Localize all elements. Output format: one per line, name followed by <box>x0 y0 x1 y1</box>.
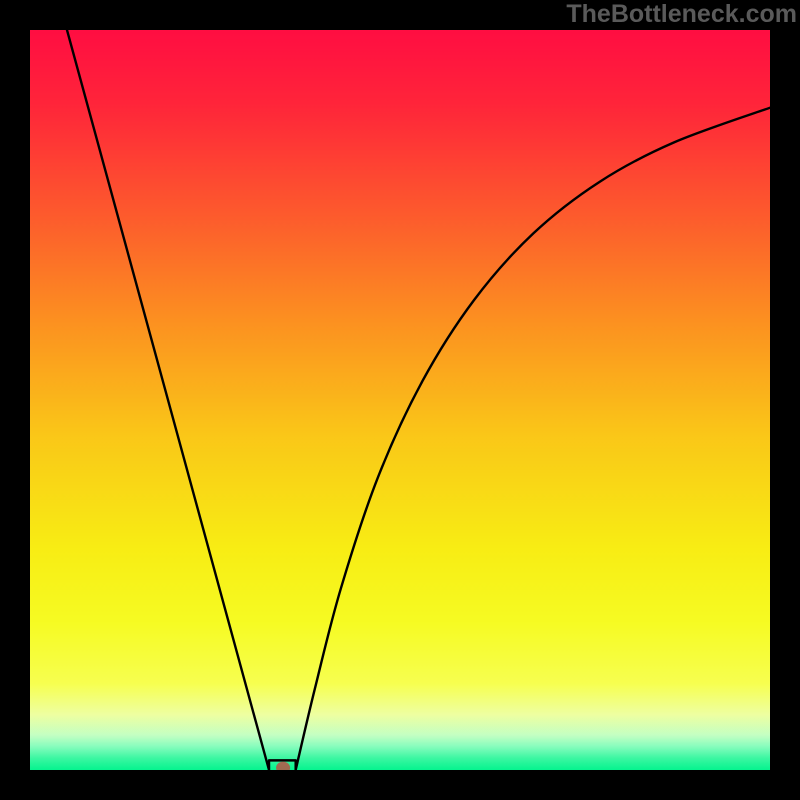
watermark-text: TheBottleneck.com <box>566 0 797 29</box>
chart-container: TheBottleneck.com <box>0 0 800 800</box>
chart-frame <box>0 0 800 800</box>
